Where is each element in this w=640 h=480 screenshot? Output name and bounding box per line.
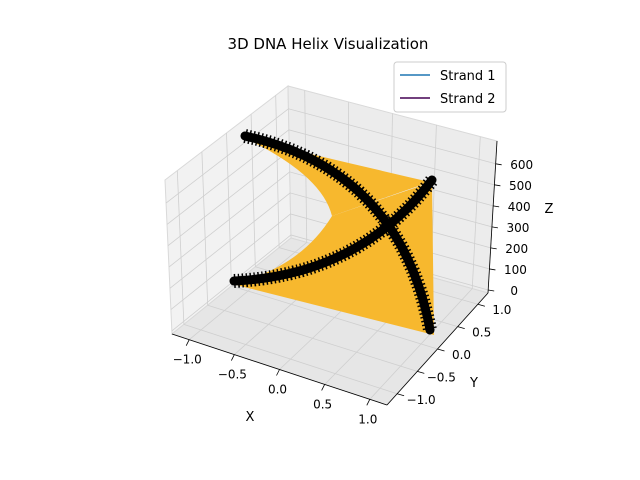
z-axis-label: Z xyxy=(545,202,554,217)
strand-1-path xyxy=(240,131,435,335)
ticks: −1.0−0.50.00.51.0−1.0−0.50.00.51.0010020… xyxy=(173,158,533,427)
x-tick xyxy=(366,399,371,406)
x-axis-label: X xyxy=(246,410,255,425)
y-tick xyxy=(457,326,465,329)
y-wall-gridline xyxy=(226,132,232,287)
y-tick xyxy=(396,393,405,397)
z-tick xyxy=(494,184,501,187)
strands xyxy=(229,129,438,335)
legend-strand-2-label: Strand 2 xyxy=(440,92,496,107)
x-tick-label: 0.0 xyxy=(268,383,287,397)
z-axis-line xyxy=(487,140,498,294)
y-tick xyxy=(437,348,445,352)
y-wall-gridline xyxy=(176,170,185,325)
z-tick xyxy=(493,205,500,208)
y-axis-label: Y xyxy=(469,376,478,391)
x-tick-label: 0.5 xyxy=(313,397,332,411)
y-tick-label: −1.0 xyxy=(407,393,436,407)
z-tick-label: 100 xyxy=(504,263,527,277)
x-tick xyxy=(185,339,190,346)
y-tick-label: −0.5 xyxy=(427,370,456,384)
z-tick-label: 300 xyxy=(506,221,529,235)
z-gridline xyxy=(165,108,496,204)
z-tick xyxy=(491,226,498,229)
z-gridline xyxy=(166,129,495,225)
z-tick-label: 200 xyxy=(505,242,528,256)
x-wall-gridline xyxy=(471,136,481,289)
z-tick-label: 500 xyxy=(509,179,532,193)
chart-title: 3D DNA Helix Visualization xyxy=(228,35,429,53)
y-gridline xyxy=(231,285,438,350)
y-gridline xyxy=(207,304,418,372)
z-tick-label: 0 xyxy=(510,284,518,298)
z-tick xyxy=(490,247,497,250)
x-tick-label: −0.5 xyxy=(218,368,247,382)
y-tick xyxy=(477,303,486,307)
z-tick xyxy=(488,289,495,292)
x-tick xyxy=(321,384,326,391)
x-tick xyxy=(230,354,235,361)
y-tick-label: 0.0 xyxy=(452,348,471,362)
x-tick-label: −1.0 xyxy=(173,353,202,367)
legend: Strand 1 Strand 2 xyxy=(393,61,507,113)
y-wall-gridline xyxy=(275,95,280,248)
y-tick-label: 1.0 xyxy=(492,303,511,317)
y-wall-gridline xyxy=(201,151,209,306)
x-tick xyxy=(276,369,280,376)
y-gridline xyxy=(183,324,398,395)
z-tick-label: 400 xyxy=(508,200,531,214)
y-tick-label: 0.5 xyxy=(472,326,491,340)
z-tick xyxy=(495,163,502,166)
y-tick xyxy=(417,371,425,374)
legend-strand-1-label: Strand 1 xyxy=(440,69,496,84)
z-tick-label: 600 xyxy=(510,158,533,172)
x-tick-label: 1.0 xyxy=(358,412,377,426)
strand-2-path-markers xyxy=(233,175,438,288)
z-tick xyxy=(489,268,496,271)
